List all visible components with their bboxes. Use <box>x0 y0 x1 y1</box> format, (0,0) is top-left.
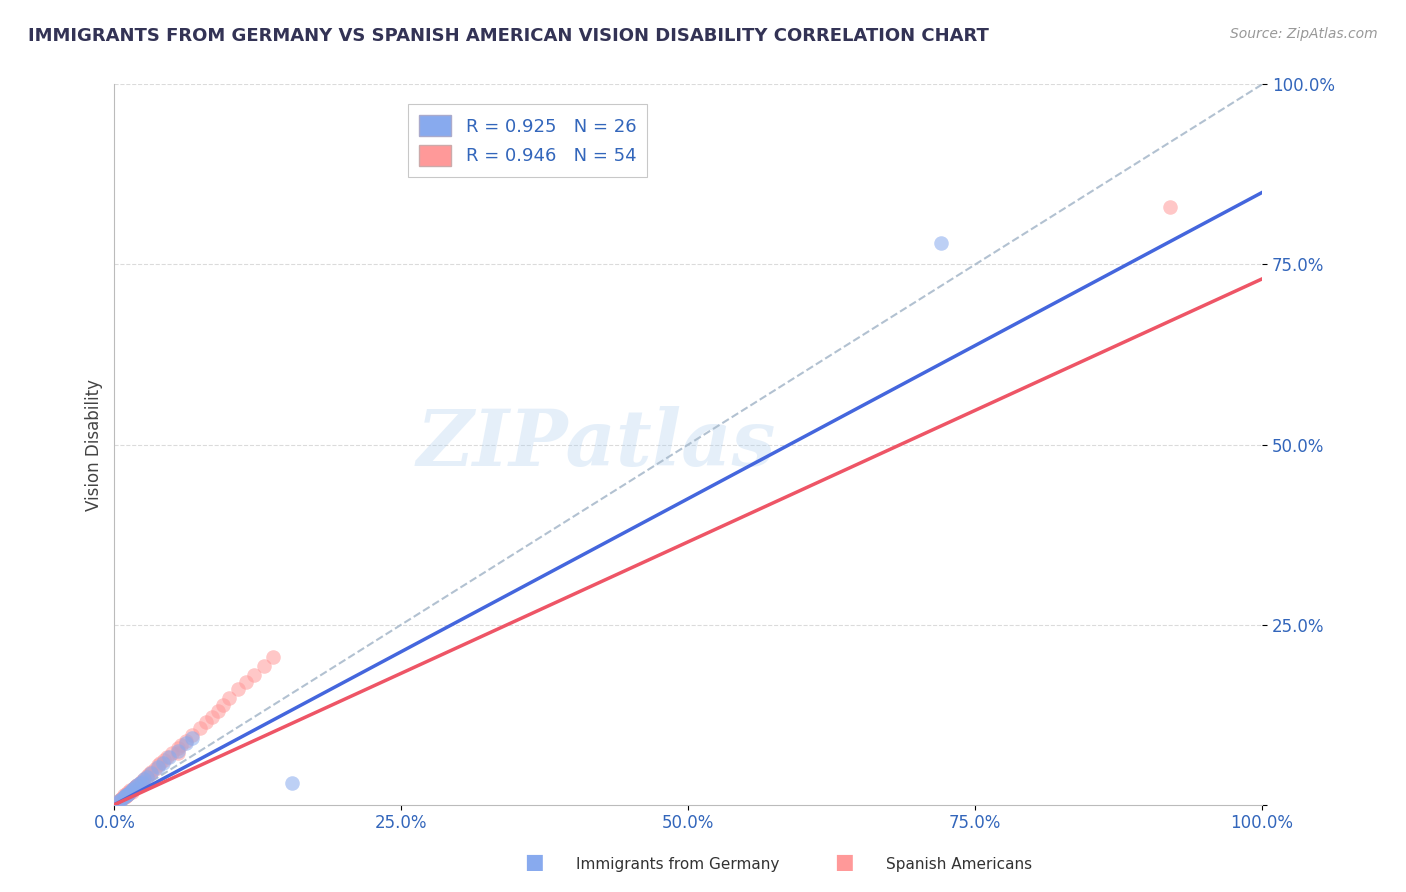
Point <box>149 756 172 770</box>
Point <box>112 790 135 805</box>
Point <box>160 746 183 760</box>
Point <box>190 721 212 735</box>
Point <box>181 728 204 742</box>
Point <box>135 769 157 783</box>
Point <box>152 753 174 767</box>
Point <box>131 773 153 788</box>
Y-axis label: Vision Disability: Vision Disability <box>86 378 103 510</box>
Point <box>124 780 146 795</box>
Point <box>228 682 250 697</box>
Point <box>159 750 181 764</box>
Point <box>110 792 132 806</box>
Point <box>120 785 142 799</box>
Point <box>134 772 156 787</box>
Point <box>207 704 229 718</box>
Point <box>115 789 138 803</box>
Point <box>152 756 174 770</box>
Point <box>115 789 138 803</box>
Text: ■: ■ <box>524 853 544 872</box>
Point <box>105 796 128 810</box>
Point <box>127 777 149 791</box>
Point <box>124 780 146 794</box>
Point <box>146 758 169 772</box>
Point <box>121 781 143 796</box>
Point <box>118 786 141 800</box>
Point <box>117 785 139 799</box>
Point <box>201 710 224 724</box>
Point <box>262 650 284 665</box>
Point <box>134 772 156 786</box>
Point <box>252 659 274 673</box>
Point <box>212 698 235 713</box>
Text: ■: ■ <box>834 853 853 872</box>
Text: Immigrants from Germany: Immigrants from Germany <box>576 857 780 872</box>
Point <box>1159 200 1181 214</box>
Point <box>114 789 136 803</box>
Point <box>174 733 197 747</box>
Point <box>139 766 162 780</box>
Point <box>131 774 153 789</box>
Point <box>107 795 129 809</box>
Point <box>108 793 131 807</box>
Point <box>166 746 188 760</box>
Point <box>110 792 132 806</box>
Point <box>122 781 145 796</box>
Point <box>128 776 150 790</box>
Point <box>114 789 136 804</box>
Point <box>127 777 149 791</box>
Point <box>156 750 179 764</box>
Text: IMMIGRANTS FROM GERMANY VS SPANISH AMERICAN VISION DISABILITY CORRELATION CHART: IMMIGRANTS FROM GERMANY VS SPANISH AMERI… <box>28 27 988 45</box>
Point <box>115 787 138 801</box>
Point <box>115 789 138 803</box>
Point <box>143 762 166 776</box>
Text: ZIPatlas: ZIPatlas <box>416 407 776 483</box>
Point <box>117 787 139 801</box>
Point <box>112 789 135 803</box>
Point <box>120 785 142 799</box>
Point <box>108 793 131 807</box>
Point <box>146 760 169 774</box>
Legend: R = 0.925   N = 26, R = 0.946   N = 54: R = 0.925 N = 26, R = 0.946 N = 54 <box>408 104 647 177</box>
Point <box>218 691 240 706</box>
Point <box>125 779 148 793</box>
Point <box>107 795 129 809</box>
Text: Source: ZipAtlas.com: Source: ZipAtlas.com <box>1230 27 1378 41</box>
Point <box>166 744 188 758</box>
Point <box>120 783 142 797</box>
Point <box>281 776 304 790</box>
Point <box>121 783 143 797</box>
Point <box>121 783 143 797</box>
Point <box>235 675 257 690</box>
Point <box>108 794 131 808</box>
Point <box>174 736 197 750</box>
Point <box>112 790 135 805</box>
Point <box>243 668 266 682</box>
Point <box>139 764 162 779</box>
Text: Spanish Americans: Spanish Americans <box>886 857 1032 872</box>
Point <box>166 740 188 755</box>
Point <box>124 780 146 794</box>
Point <box>929 235 952 250</box>
Point <box>117 787 139 801</box>
Point <box>111 791 134 805</box>
Point <box>195 714 218 729</box>
Point <box>170 738 193 752</box>
Point <box>138 766 160 780</box>
Point <box>181 731 204 746</box>
Point <box>121 785 143 799</box>
Point <box>121 781 143 796</box>
Point <box>135 770 157 784</box>
Point <box>115 788 138 802</box>
Point <box>128 776 150 790</box>
